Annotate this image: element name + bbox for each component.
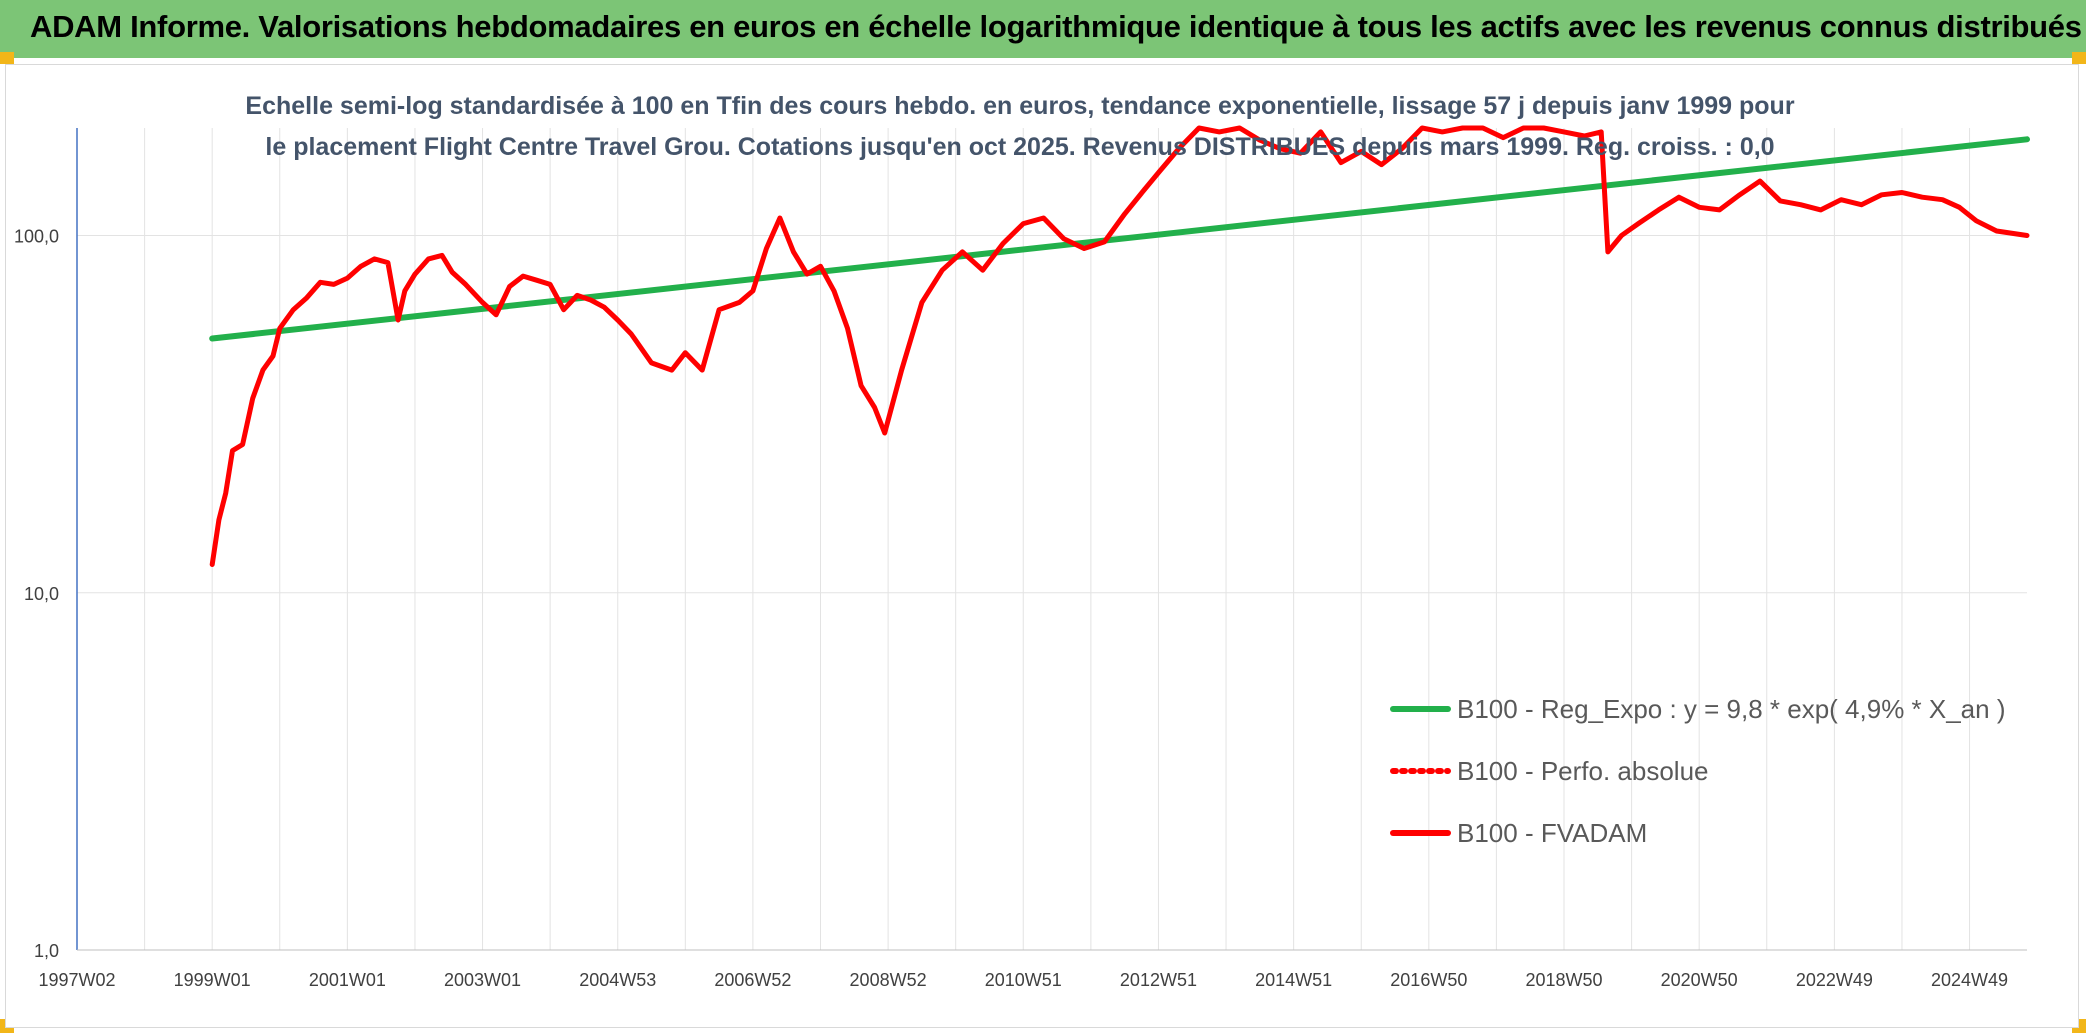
report-title: ADAM Informe. Valorisations hebdomadaire… <box>30 9 2082 44</box>
chart-axes: 1,0 10,0 100,0 1997W02 1999W01 2001W01 2003W01… <box>14 128 2027 990</box>
x-tick-label: 2018W50 <box>1525 970 1602 990</box>
chart-gridlines <box>76 128 2027 951</box>
x-tick-label: 2003W01 <box>444 970 521 990</box>
chart-legend: B100 - Reg_Expo : y = 9,8 * exp( 4,9% * … <box>1390 694 2006 848</box>
legend-entry: B100 - FVADAM <box>1457 818 1647 848</box>
y-tick-label: 10,0 <box>24 584 59 604</box>
x-tick-label: 2016W50 <box>1390 970 1467 990</box>
series-line-reg-expo <box>209 136 2030 342</box>
x-tick-label: 2012W51 <box>1120 970 1197 990</box>
corner-marker-top-left <box>0 52 14 64</box>
x-tick-label: 1999W01 <box>174 970 251 990</box>
y-tick-label: 100,0 <box>14 227 59 247</box>
chart-title: Echelle semi-log standardisée à 100 en T… <box>245 92 1795 161</box>
x-tick-label: 2020W50 <box>1661 970 1738 990</box>
chart-series <box>209 125 2030 567</box>
x-tick-label: 2001W01 <box>309 970 386 990</box>
x-tick-label: 2010W51 <box>985 970 1062 990</box>
x-tick-label: 2008W52 <box>850 970 927 990</box>
x-tick-label: 2024W49 <box>1931 970 2008 990</box>
chart-area <box>5 64 2079 1028</box>
series-line-fvadam <box>209 125 2030 567</box>
legend-entry: B100 - Reg_Expo : y = 9,8 * exp( 4,9% * … <box>1457 694 2006 724</box>
y-tick-label: 1,0 <box>34 941 59 961</box>
x-tick-label: 2004W53 <box>579 970 656 990</box>
x-tick-label: 1997W02 <box>38 970 115 990</box>
legend-entry: B100 - Perfo. absolue <box>1457 756 1709 786</box>
corner-marker-top-right <box>2072 52 2086 64</box>
report-banner: ADAM Informe. Valorisations hebdomadaire… <box>0 0 2086 58</box>
x-tick-label: 2014W51 <box>1255 970 1332 990</box>
x-tick-label: 2006W52 <box>714 970 791 990</box>
x-tick-label: 2022W49 <box>1796 970 1873 990</box>
